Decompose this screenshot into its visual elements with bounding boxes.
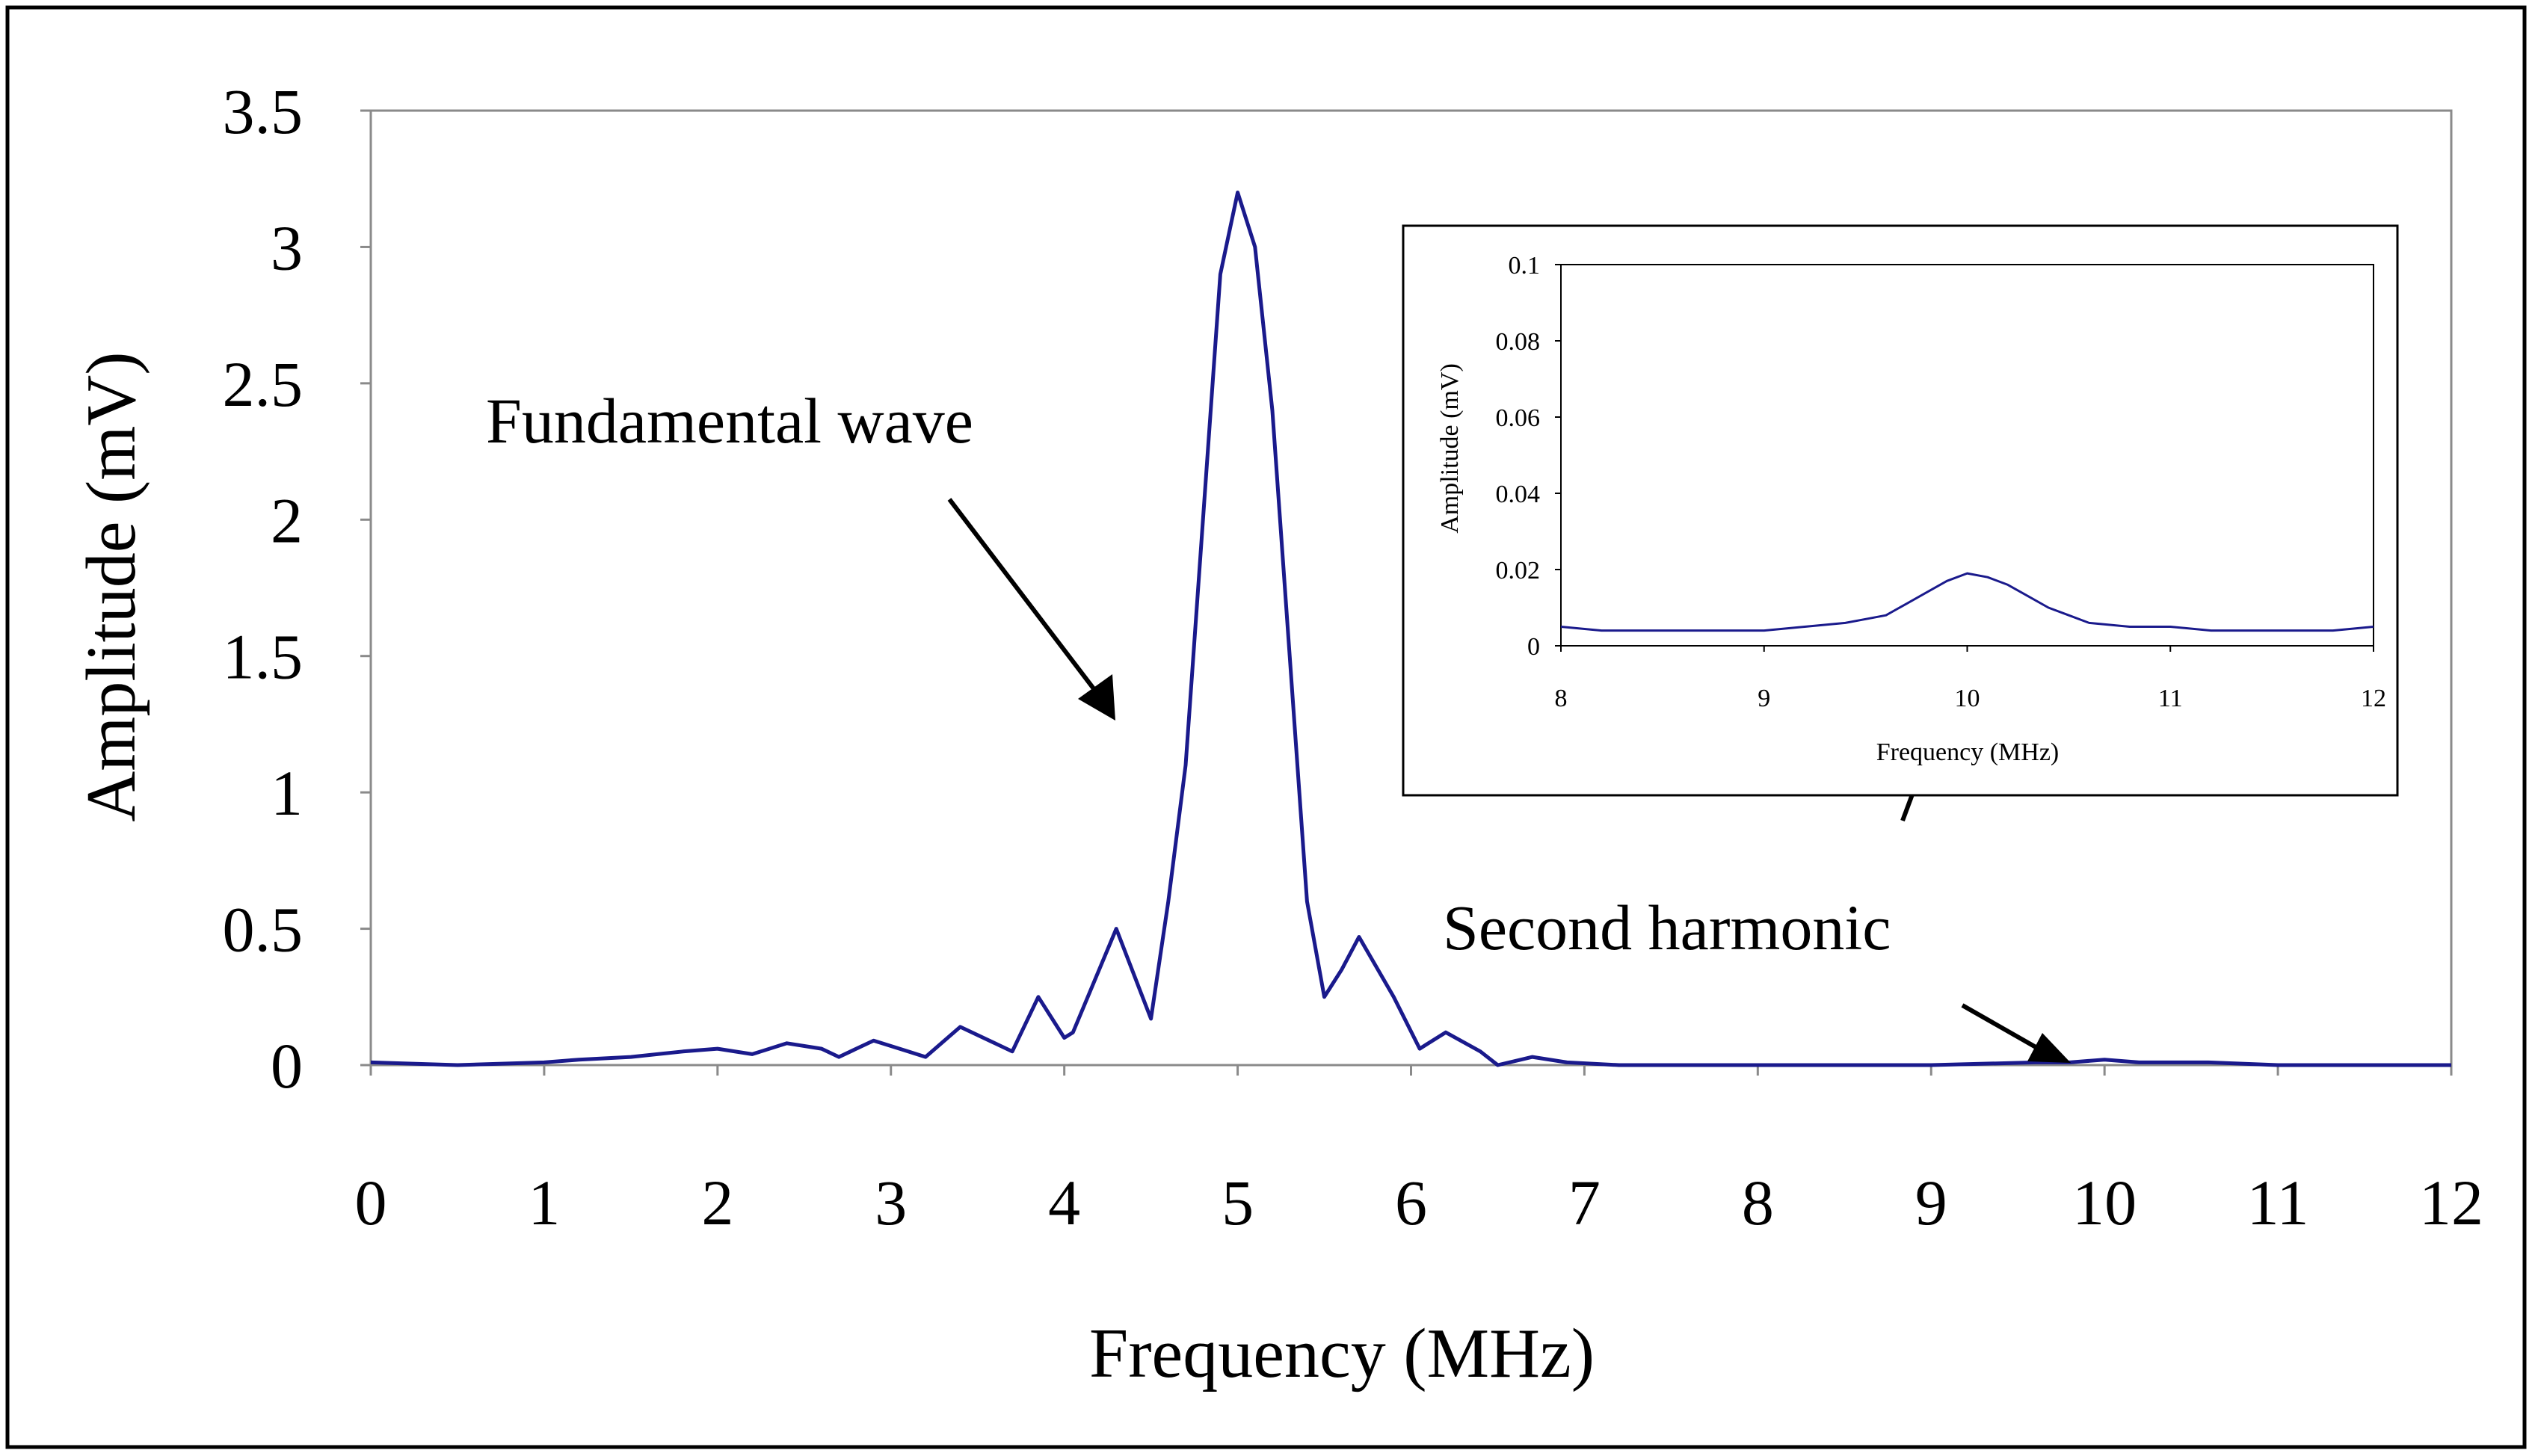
main-y-tick-label: 2.5 — [223, 348, 304, 420]
fundamental-wave-arrow — [947, 498, 1100, 695]
inset-spectrum-line — [1560, 572, 2374, 632]
main-x-tick-label: 12 — [2419, 1167, 2483, 1238]
main-y-axis-label: Amplitude (mV) — [73, 351, 150, 821]
inset-x-tick-label: 11 — [2158, 685, 2183, 712]
main-x-tick-label: 7 — [1568, 1167, 1601, 1238]
main-x-tick-label: 8 — [1742, 1167, 1774, 1238]
inset-chart: 8 9 10 11 12 0 0.02 0.04 0.06 0.08 0.1 Frequency … — [1402, 224, 2399, 797]
annotations: Fundamental wave Second harmonic — [486, 385, 2071, 1063]
main-y-tick-label: 2 — [271, 484, 303, 556]
fundamental-wave-label: Fundamental wave — [486, 385, 973, 457]
inset-x-tick-label: 10 — [1955, 685, 1980, 712]
inset-y-tick-label: 0.04 — [1496, 481, 1541, 508]
inset-connector-line — [1900, 793, 1915, 822]
main-x-tick-label: 1 — [528, 1167, 560, 1238]
main-x-axis-label: Frequency (MHz) — [1089, 1315, 1595, 1392]
inset-x-ticks: 8 9 10 11 12 — [1555, 646, 2386, 712]
main-x-tick-label: 4 — [1048, 1167, 1080, 1238]
inset-y-tick-label: 0.02 — [1496, 557, 1541, 584]
main-y-tick-label: 1 — [271, 757, 303, 829]
inset-x-axis-label: Frequency (MHz) — [1876, 738, 2060, 766]
main-x-tick-label: 11 — [2247, 1167, 2309, 1238]
fundamental-wave-arrowhead — [1078, 674, 1115, 721]
main-x-tick-label: 10 — [2072, 1167, 2137, 1238]
main-x-tick-label: 6 — [1395, 1167, 1427, 1238]
main-x-tick-label: 3 — [875, 1167, 907, 1238]
inset-x-tick-label: 8 — [1555, 685, 1568, 712]
inset-x-tick-label: 9 — [1758, 685, 1770, 712]
inset-y-tick-label: 0.08 — [1496, 328, 1541, 356]
inset-plot-area — [1560, 264, 2374, 647]
main-y-ticks: 0 0.5 1 1.5 2 2.5 3 3.5 — [223, 75, 371, 1102]
inset-y-axis-label: Amplitude (mV) — [1436, 363, 1464, 534]
inset-y-ticks: 0 0.02 0.04 0.06 0.08 0.1 — [1496, 252, 1561, 661]
second-harmonic-label: Second harmonic — [1443, 892, 1891, 963]
inset-x-tick-label: 12 — [2361, 685, 2386, 712]
inset-y-tick-label: 0.06 — [1496, 404, 1541, 432]
main-y-tick-label: 0.5 — [223, 894, 304, 966]
main-x-tick-label: 2 — [701, 1167, 733, 1238]
main-x-tick-label: 5 — [1222, 1167, 1254, 1238]
main-y-tick-label: 1.5 — [223, 621, 304, 693]
inset-y-tick-label: 0 — [1527, 633, 1540, 661]
second-harmonic-arrow — [1961, 1003, 2039, 1050]
main-x-tick-label: 9 — [1915, 1167, 1947, 1238]
inset-y-tick-label: 0.1 — [1509, 252, 1541, 280]
main-x-tick-label: 0 — [355, 1167, 387, 1238]
main-y-tick-label: 3.5 — [223, 75, 304, 147]
main-spectrum-line — [370, 191, 2451, 1067]
main-y-tick-label: 3 — [271, 212, 303, 283]
main-x-ticks: 0 1 2 3 4 5 6 7 8 9 10 11 12 — [355, 1065, 2483, 1238]
main-y-tick-label: 0 — [271, 1030, 303, 1102]
second-harmonic-arrowhead — [2027, 1033, 2071, 1063]
